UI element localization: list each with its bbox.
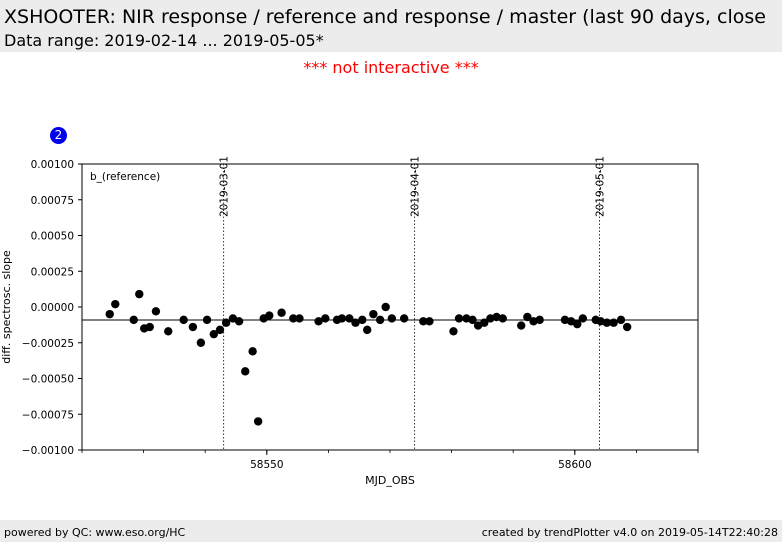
footer-band: powered by QC: www.eso.org/HC created by… [0, 520, 782, 542]
data-point [135, 289, 144, 299]
y-tick-label: 0.00100 [31, 159, 74, 171]
data-point [454, 314, 464, 323]
data-point [375, 315, 385, 325]
data-point [523, 312, 532, 322]
y-tick-label: −0.00075 [22, 409, 74, 421]
data-point [277, 308, 286, 317]
data-point [622, 322, 632, 332]
data-point [468, 315, 477, 325]
data-point [449, 327, 458, 336]
date-marker-label: 2019-04-01 [410, 156, 422, 217]
y-tick-label: 0.00025 [31, 266, 74, 278]
data-point [363, 325, 372, 335]
chart-points [105, 289, 632, 426]
data-point [145, 322, 154, 332]
data-point [151, 307, 161, 316]
footer-credit: powered by QC: www.eso.org/HC [4, 526, 186, 539]
y-tick-label: −0.00025 [22, 338, 74, 350]
data-point [578, 314, 588, 323]
header-band: XSHOOTER: NIR response / reference and r… [0, 0, 782, 52]
data-point [387, 314, 397, 323]
data-point [129, 315, 138, 325]
x-axis-label: MJD_OBS [365, 474, 415, 487]
data-point [602, 318, 612, 327]
data-point [321, 314, 330, 323]
panel-label: b_(reference) [90, 171, 160, 183]
data-point [164, 327, 173, 336]
y-tick-label: 0.00000 [31, 302, 74, 314]
page-title: XSHOOTER: NIR response / reference and r… [4, 6, 766, 28]
data-point [202, 315, 212, 325]
data-point [425, 317, 434, 326]
data-point [358, 315, 367, 325]
data-point [221, 318, 231, 327]
data-point [573, 319, 582, 329]
x-tick-label: 58550 [250, 459, 283, 471]
data-point [369, 309, 378, 319]
data-point [241, 367, 250, 376]
data-point [111, 299, 120, 309]
data-range-subtitle: Data range: 2019-02-14 ... 2019-05-05* [4, 31, 324, 50]
y-tick-label: −0.00050 [22, 374, 74, 386]
data-point [535, 315, 544, 325]
data-point [314, 317, 323, 326]
data-point [616, 315, 626, 325]
data-point [188, 322, 198, 332]
data-point [337, 314, 347, 323]
data-point [234, 317, 244, 326]
data-point [289, 314, 298, 323]
data-point [265, 311, 274, 320]
chart-axes: 2019-03-01 2019-04-01 2019-05-01 0.00100 0.0… [22, 156, 699, 471]
y-tick-label: 0.00075 [31, 195, 74, 207]
data-point [498, 314, 507, 323]
data-point [381, 302, 390, 312]
data-point [253, 417, 263, 426]
footer-created: created by trendPlotter v4.0 on 2019-05-… [481, 526, 778, 539]
data-point [345, 314, 354, 323]
date-marker-label: 2019-03-01 [219, 156, 231, 217]
data-point [196, 338, 206, 347]
x-tick-label: 58600 [558, 459, 591, 471]
data-point [215, 325, 225, 335]
date-marker-label: 2019-05-01 [594, 156, 606, 217]
y-tick-label: 0.00050 [31, 231, 74, 243]
y-tick-label: −0.00100 [22, 445, 74, 457]
data-point [517, 321, 526, 330]
data-point [179, 315, 188, 325]
data-point [248, 347, 257, 356]
panel-number-badge: 2 [50, 127, 67, 144]
data-point [399, 314, 409, 323]
data-point [105, 309, 114, 319]
data-point [351, 318, 360, 327]
data-point [609, 318, 618, 327]
data-point [295, 314, 304, 323]
data-point [480, 318, 489, 327]
data-point [209, 329, 219, 339]
not-interactive-notice: *** not interactive *** [303, 58, 479, 77]
data-point [419, 317, 428, 326]
y-axis-label: diff. spectrosc. slope [0, 250, 13, 364]
